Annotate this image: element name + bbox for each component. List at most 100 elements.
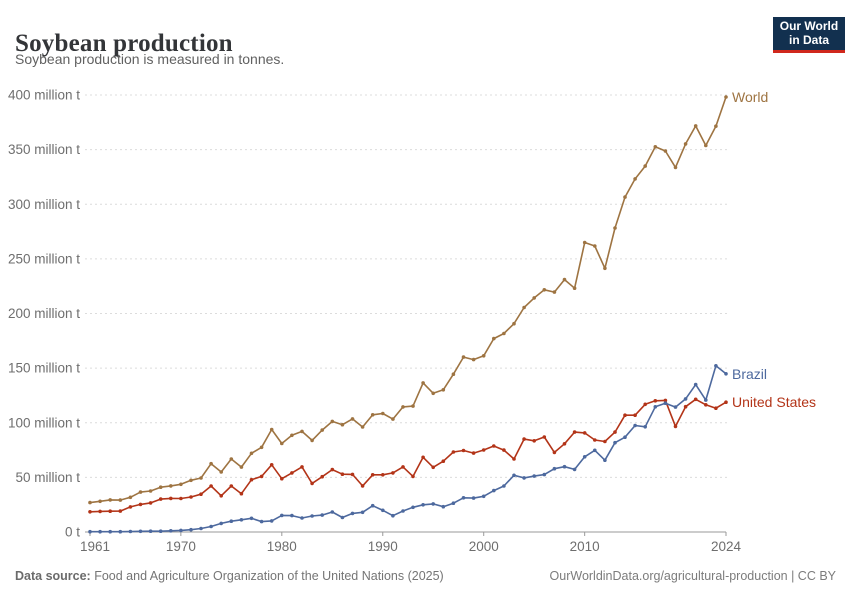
data-point-world[interactable]	[623, 195, 627, 199]
data-point-united-states[interactable]	[310, 481, 314, 486]
data-point-united-states[interactable]	[158, 497, 163, 501]
data-point-brazil[interactable]	[370, 503, 375, 508]
data-point-brazil[interactable]	[229, 519, 234, 523]
data-point-united-states[interactable]	[108, 509, 112, 513]
data-point-united-states[interactable]	[259, 474, 264, 479]
data-point-united-states[interactable]	[179, 496, 183, 501]
data-point-world[interactable]	[724, 95, 728, 99]
data-point-world[interactable]	[532, 296, 536, 300]
data-point-united-states[interactable]	[199, 492, 203, 497]
data-point-brazil[interactable]	[269, 519, 274, 523]
data-point-world[interactable]	[269, 427, 274, 432]
data-point-world[interactable]	[714, 124, 718, 128]
data-point-world[interactable]	[229, 457, 234, 461]
data-point-brazil[interactable]	[330, 510, 335, 514]
data-point-brazil[interactable]	[391, 513, 395, 518]
data-point-united-states[interactable]	[169, 496, 173, 501]
data-point-brazil[interactable]	[673, 405, 678, 409]
data-point-brazil[interactable]	[532, 474, 536, 478]
data-point-united-states[interactable]	[391, 471, 395, 475]
data-point-world[interactable]	[572, 286, 577, 291]
data-point-world[interactable]	[280, 441, 284, 446]
data-point-brazil[interactable]	[290, 513, 294, 518]
data-point-brazil[interactable]	[259, 519, 264, 524]
data-point-brazil[interactable]	[381, 508, 385, 513]
data-point-united-states[interactable]	[441, 459, 446, 464]
data-point-brazil[interactable]	[249, 516, 254, 521]
data-point-united-states[interactable]	[340, 472, 345, 477]
data-point-world[interactable]	[381, 411, 385, 416]
data-point-brazil[interactable]	[360, 510, 365, 515]
data-point-brazil[interactable]	[461, 496, 466, 500]
data-point-world[interactable]	[219, 470, 223, 474]
data-point-brazil[interactable]	[431, 502, 436, 506]
data-point-united-states[interactable]	[512, 457, 516, 461]
series-label-united-states[interactable]: United States	[732, 394, 817, 411]
data-point-united-states[interactable]	[98, 509, 102, 514]
data-point-united-states[interactable]	[522, 437, 526, 441]
data-point-united-states[interactable]	[552, 450, 557, 455]
data-point-world[interactable]	[673, 165, 678, 170]
data-point-united-states[interactable]	[128, 505, 133, 509]
data-point-world[interactable]	[179, 482, 183, 487]
data-point-brazil[interactable]	[98, 529, 102, 534]
data-point-brazil[interactable]	[108, 529, 112, 534]
data-point-brazil[interactable]	[613, 440, 617, 445]
data-point-united-states[interactable]	[431, 465, 436, 470]
data-point-world[interactable]	[189, 478, 193, 483]
data-point-united-states[interactable]	[683, 404, 688, 409]
data-point-brazil[interactable]	[219, 521, 223, 526]
data-point-world[interactable]	[259, 445, 264, 450]
data-point-brazil[interactable]	[492, 488, 496, 493]
data-point-world[interactable]	[138, 490, 143, 494]
data-point-brazil[interactable]	[411, 505, 415, 510]
data-point-brazil[interactable]	[280, 513, 284, 518]
data-point-brazil[interactable]	[693, 382, 698, 387]
data-point-world[interactable]	[683, 142, 688, 146]
data-point-brazil[interactable]	[683, 397, 688, 401]
data-point-united-states[interactable]	[249, 477, 254, 482]
data-point-world[interactable]	[522, 305, 526, 310]
data-point-world[interactable]	[330, 419, 335, 424]
data-point-united-states[interactable]	[330, 467, 335, 472]
series-line-world[interactable]	[89, 96, 727, 504]
data-point-brazil[interactable]	[179, 528, 183, 533]
data-point-world[interactable]	[350, 417, 355, 421]
data-point-brazil[interactable]	[421, 503, 425, 507]
data-point-united-states[interactable]	[189, 495, 193, 499]
data-point-brazil[interactable]	[724, 372, 728, 376]
data-point-brazil[interactable]	[643, 425, 647, 429]
data-point-brazil[interactable]	[199, 526, 203, 531]
data-point-world[interactable]	[663, 149, 668, 153]
data-point-world[interactable]	[512, 321, 516, 326]
data-point-brazil[interactable]	[441, 504, 446, 509]
data-point-united-states[interactable]	[471, 451, 476, 455]
data-point-brazil[interactable]	[572, 467, 577, 472]
data-point-world[interactable]	[562, 277, 567, 282]
data-point-united-states[interactable]	[613, 430, 617, 434]
data-point-united-states[interactable]	[704, 403, 708, 407]
data-point-world[interactable]	[481, 354, 486, 358]
data-point-brazil[interactable]	[118, 529, 123, 534]
data-point-united-states[interactable]	[481, 448, 486, 452]
data-point-brazil[interactable]	[663, 401, 668, 406]
data-point-world[interactable]	[613, 226, 617, 230]
data-point-united-states[interactable]	[502, 448, 506, 452]
data-point-brazil[interactable]	[542, 472, 547, 477]
data-point-united-states[interactable]	[593, 438, 597, 442]
data-point-united-states[interactable]	[360, 484, 365, 488]
data-point-world[interactable]	[209, 461, 213, 466]
data-point-united-states[interactable]	[118, 509, 123, 513]
data-point-united-states[interactable]	[461, 448, 466, 453]
data-point-world[interactable]	[471, 357, 476, 362]
data-point-world[interactable]	[320, 428, 325, 432]
data-point-world[interactable]	[704, 143, 708, 148]
data-point-brazil[interactable]	[502, 484, 506, 488]
data-point-world[interactable]	[603, 266, 607, 271]
data-point-united-states[interactable]	[88, 510, 92, 514]
data-point-brazil[interactable]	[310, 514, 314, 518]
data-point-world[interactable]	[360, 425, 365, 429]
data-point-world[interactable]	[502, 331, 506, 336]
data-point-brazil[interactable]	[653, 405, 658, 409]
